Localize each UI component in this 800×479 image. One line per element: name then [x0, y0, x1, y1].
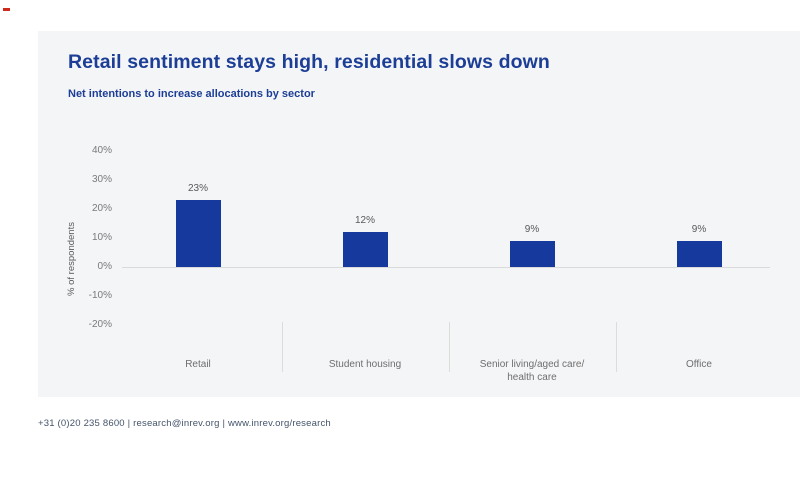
zero-axis-line	[122, 267, 770, 268]
y-tick-label: -20%	[88, 319, 112, 330]
category-separator	[448, 322, 450, 372]
chart-card: Retail sentiment stays high, residential…	[38, 31, 800, 397]
bar-value-label: 12%	[354, 215, 375, 226]
footer-contact-info: +31 (0)20 235 8600 | research@inrev.org …	[38, 418, 331, 429]
bar-chart: % of respondents 40% 30% 20% 10% 0% -10% -20% 2…	[38, 31, 800, 397]
bar-value-label: 23%	[187, 183, 208, 194]
category-separator	[281, 322, 283, 372]
y-tick-label: 30%	[91, 174, 112, 185]
bar-value-label: 9%	[524, 224, 540, 235]
chart-subtitle: Net intentions to increase allocations b…	[68, 88, 315, 100]
bar	[175, 200, 221, 267]
bar	[342, 232, 388, 267]
category-label: Student housing	[328, 359, 402, 370]
category-separator	[615, 322, 617, 372]
bar	[676, 241, 722, 267]
y-tick-label: -10%	[88, 290, 112, 301]
y-tick-label: 10%	[91, 232, 112, 243]
bar-value-label: 9%	[691, 224, 707, 235]
category-label: Senior living/aged care/ health care	[479, 359, 585, 383]
red-artifact-mark	[3, 8, 10, 11]
y-tick-label: 40%	[91, 145, 112, 156]
y-tick-label: 0%	[97, 261, 112, 272]
page-title: Retail sentiment stays high, residential…	[68, 51, 550, 73]
bar	[509, 241, 555, 267]
category-label: Retail	[185, 359, 211, 370]
category-label: Office	[686, 359, 712, 370]
y-tick-label: 20%	[91, 203, 112, 214]
